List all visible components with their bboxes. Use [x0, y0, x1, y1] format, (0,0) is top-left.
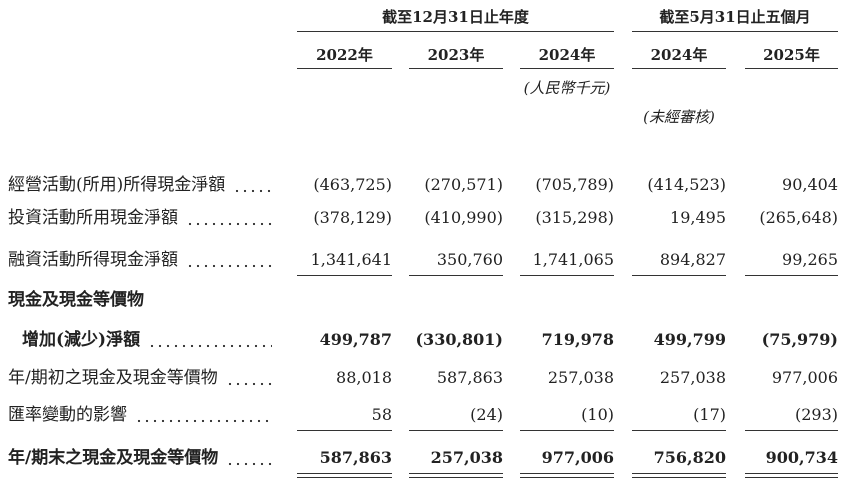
cell-value: 19,495	[670, 208, 726, 227]
cell-value: (414,523)	[647, 175, 726, 194]
sum-rule	[632, 275, 726, 276]
leader-dots	[233, 189, 272, 193]
cell-value: (410,990)	[424, 208, 503, 227]
row-label: 年/期末之現金及現金等價物	[8, 448, 219, 468]
cell-value: 900,734	[765, 448, 838, 467]
sum-rule	[632, 430, 726, 431]
group-header: 截至5月31日止五個月	[659, 8, 811, 26]
sum-rule	[297, 275, 392, 276]
cell-value: (330,801)	[415, 330, 503, 349]
row-label: 增加(減少)淨額	[22, 330, 141, 350]
cell-value: 1,741,065	[532, 250, 614, 269]
row-label: 融資活動所得現金淨額	[8, 250, 178, 270]
row-label: 匯率變動的影響	[8, 405, 127, 425]
cell-value: (293)	[794, 405, 838, 424]
cell-value: 88,018	[336, 368, 392, 387]
header-rule	[297, 31, 614, 32]
cell-value: 977,006	[541, 448, 614, 467]
cell-value: 587,863	[436, 368, 503, 387]
group-header: 截至12月31日止年度	[382, 8, 529, 26]
cell-value: (378,129)	[313, 208, 392, 227]
column-header: 2025年	[763, 46, 820, 64]
leader-dots	[186, 222, 272, 226]
column-header: 2022年	[316, 46, 373, 64]
sum-rule	[409, 473, 503, 474]
sum-rule	[632, 477, 726, 478]
sum-rule	[745, 430, 838, 431]
sum-rule	[520, 473, 614, 474]
sum-rule	[520, 275, 614, 276]
sum-rule	[745, 275, 838, 276]
unit-note: (人民幣千元)	[523, 79, 611, 97]
cell-value: 499,787	[319, 330, 392, 349]
cell-value: (315,298)	[535, 208, 614, 227]
cell-value: (270,571)	[424, 175, 503, 194]
column-header: 2024年	[650, 46, 708, 64]
cell-value: 90,404	[782, 175, 838, 194]
sum-rule	[520, 477, 614, 478]
header-rule	[745, 68, 838, 69]
cell-value: (24)	[470, 405, 503, 424]
header-rule	[409, 68, 503, 69]
sum-rule	[297, 477, 392, 478]
cell-value: 257,038	[547, 368, 614, 387]
cell-value: (705,789)	[535, 175, 614, 194]
sum-rule	[409, 477, 503, 478]
cell-value: (75,979)	[761, 330, 838, 349]
leader-dots	[226, 462, 272, 466]
sum-rule	[409, 275, 503, 276]
cell-value: 499,799	[653, 330, 726, 349]
leader-dots	[135, 419, 272, 423]
row-label: 投資活動所用現金淨額	[8, 208, 178, 228]
cell-value: 257,038	[430, 448, 503, 467]
cell-value: (10)	[581, 405, 614, 424]
cell-value: 1,341,641	[310, 250, 392, 269]
header-rule	[632, 31, 838, 32]
sum-rule	[745, 473, 838, 474]
unit-note: (未經審核)	[643, 108, 715, 126]
row-label: 現金及現金等價物	[8, 290, 144, 310]
leader-dots	[148, 344, 272, 348]
leader-dots	[225, 382, 272, 386]
row-label: 經營活動(所用)所得現金淨額	[8, 175, 226, 195]
cell-value: 977,006	[771, 368, 838, 387]
leader-dots	[186, 264, 272, 268]
cell-value: 587,863	[319, 448, 392, 467]
cell-value: 58	[371, 405, 392, 424]
header-rule	[632, 68, 726, 69]
header-rule	[297, 68, 392, 69]
column-header: 2024年	[538, 46, 596, 64]
cell-value: (463,725)	[313, 175, 392, 194]
cell-value: 719,978	[541, 330, 614, 349]
sum-rule	[745, 477, 838, 478]
cell-value: (265,648)	[759, 208, 838, 227]
sum-rule	[297, 473, 392, 474]
column-header: 2023年	[427, 46, 485, 64]
row-label: 年/期初之現金及現金等價物	[8, 368, 218, 388]
sum-rule	[632, 473, 726, 474]
sum-rule	[409, 430, 503, 431]
cell-value: 350,760	[436, 250, 503, 269]
cell-value: 99,265	[782, 250, 838, 269]
sum-rule	[520, 430, 614, 431]
cell-value: (17)	[693, 405, 726, 424]
cell-value: 257,038	[659, 368, 726, 387]
sum-rule	[297, 430, 392, 431]
cell-value: 894,827	[659, 250, 726, 269]
header-rule	[520, 68, 614, 69]
cell-value: 756,820	[653, 448, 726, 467]
